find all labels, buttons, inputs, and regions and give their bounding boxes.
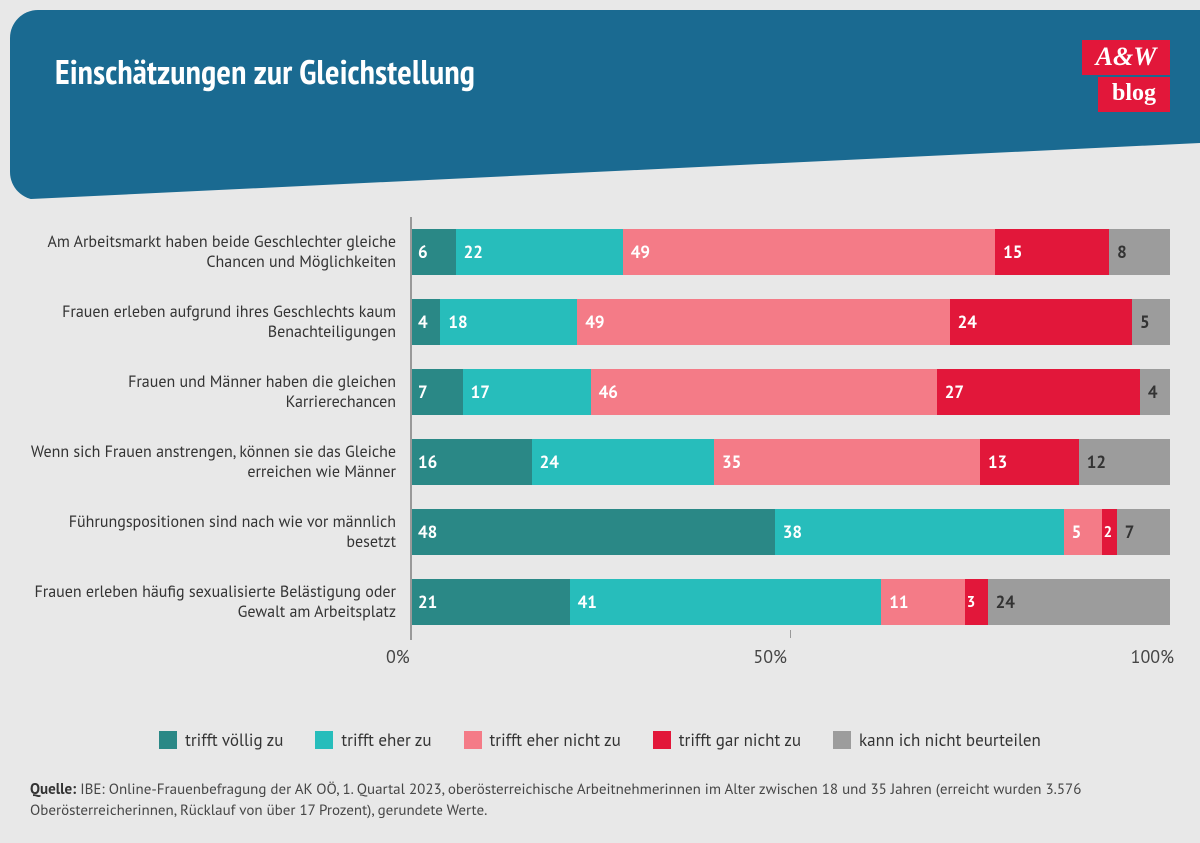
x-tick-50 bbox=[790, 630, 791, 638]
stacked-bar-chart: Am Arbeitsmarkt haben beide Geschlechter… bbox=[30, 225, 1170, 668]
bar-segment-ehernicht: 11 bbox=[881, 579, 965, 625]
legend-swatch bbox=[159, 731, 177, 749]
source-text: IBE: Online-Frauenbefragung der AK OÖ, 1… bbox=[30, 780, 1081, 820]
bar-segment-voellig: 48 bbox=[410, 509, 775, 555]
legend-label: trifft gar nicht zu bbox=[679, 729, 801, 751]
bar-segment-garnicht: 2 bbox=[1102, 509, 1117, 555]
row-label: Frauen und Männer haben die gleichen Kar… bbox=[30, 372, 410, 412]
legend-item-voellig: trifft völlig zu bbox=[159, 729, 283, 751]
row-label: Frauen erleben aufgrund ihres Geschlecht… bbox=[30, 302, 410, 342]
legend-item-eher: trifft eher zu bbox=[315, 729, 431, 751]
legend-label: kann ich nicht beurteilen bbox=[859, 729, 1041, 751]
bar-segment-voellig: 16 bbox=[410, 439, 532, 485]
source-note: Quelle: IBE: Online-Frauenbefragung der … bbox=[30, 779, 1170, 821]
x-axis: 0% 50% 100% bbox=[30, 639, 1170, 668]
bar-segment-ehernicht: 46 bbox=[591, 369, 937, 415]
bar-segment-eher: 24 bbox=[532, 439, 714, 485]
legend-swatch bbox=[833, 731, 851, 749]
legend-label: trifft eher nicht zu bbox=[490, 729, 621, 751]
legend-swatch bbox=[315, 731, 333, 749]
stacked-bar: 4838527 bbox=[410, 509, 1170, 555]
bar-segment-eher: 41 bbox=[570, 579, 882, 625]
row-label: Wenn sich Frauen anstrengen, können sie … bbox=[30, 442, 410, 482]
logo-bottom-text: blog bbox=[1098, 77, 1170, 112]
bar-segment-garnicht: 15 bbox=[995, 229, 1109, 275]
x-tick-label: 0% bbox=[386, 645, 410, 668]
header-background bbox=[10, 10, 1200, 200]
x-tick-label: 100% bbox=[1131, 645, 1174, 668]
bar-segment-voellig: 7 bbox=[410, 369, 463, 415]
chart-row: Frauen und Männer haben die gleichen Kar… bbox=[30, 365, 1170, 419]
stacked-bar: 41849245 bbox=[410, 299, 1170, 345]
chart-row: Frauen erleben häufig sexualisierte Belä… bbox=[30, 575, 1170, 629]
bar-segment-kann: 12 bbox=[1079, 439, 1170, 485]
legend-item-ehernicht: trifft eher nicht zu bbox=[464, 729, 621, 751]
page-title: Einschätzungen zur Gleichstellung bbox=[55, 50, 475, 94]
row-label: Am Arbeitsmarkt haben beide Geschlechter… bbox=[30, 232, 410, 272]
x-tick-label: 50% bbox=[753, 645, 787, 668]
legend-item-kann: kann ich nicht beurteilen bbox=[833, 729, 1041, 751]
legend-label: trifft eher zu bbox=[341, 729, 431, 751]
source-prefix: Quelle: bbox=[30, 780, 76, 799]
logo-top-text: A&W bbox=[1082, 40, 1170, 75]
legend-item-garnicht: trifft gar nicht zu bbox=[653, 729, 801, 751]
bar-segment-kann: 4 bbox=[1140, 369, 1170, 415]
bar-segment-voellig: 6 bbox=[410, 229, 456, 275]
chart-row: Führungspositionen sind nach wie vor män… bbox=[30, 505, 1170, 559]
chart-legend: trifft völlig zu trifft eher zu trifft ehe… bbox=[0, 729, 1200, 751]
bar-segment-eher: 22 bbox=[456, 229, 623, 275]
bar-segment-eher: 17 bbox=[463, 369, 591, 415]
chart-row: Frauen erleben aufgrund ihres Geschlecht… bbox=[30, 295, 1170, 349]
brand-logo: A&W blog bbox=[1088, 40, 1170, 112]
bar-segment-garnicht: 24 bbox=[950, 299, 1132, 345]
bar-segment-eher: 18 bbox=[440, 299, 577, 345]
stacked-bar: 214111324 bbox=[410, 579, 1170, 625]
row-label: Führungspositionen sind nach wie vor män… bbox=[30, 512, 410, 552]
bar-segment-kann: 7 bbox=[1117, 509, 1170, 555]
bar-segment-kann: 24 bbox=[988, 579, 1170, 625]
legend-swatch bbox=[464, 731, 482, 749]
bar-segment-ehernicht: 5 bbox=[1064, 509, 1102, 555]
bar-segment-voellig: 4 bbox=[410, 299, 440, 345]
bar-segment-ehernicht: 49 bbox=[577, 299, 949, 345]
row-label: Frauen erleben häufig sexualisierte Belä… bbox=[30, 582, 410, 622]
bar-segment-kann: 5 bbox=[1132, 299, 1170, 345]
bar-segment-ehernicht: 49 bbox=[623, 229, 995, 275]
bar-segment-garnicht: 3 bbox=[965, 579, 988, 625]
stacked-bar: 1624351312 bbox=[410, 439, 1170, 485]
legend-swatch bbox=[653, 731, 671, 749]
stacked-bar: 71746274 bbox=[410, 369, 1170, 415]
header: Einschätzungen zur Gleichstellung A&W bl… bbox=[10, 10, 1200, 200]
bar-segment-kann: 8 bbox=[1109, 229, 1170, 275]
chart-row: Wenn sich Frauen anstrengen, können sie … bbox=[30, 435, 1170, 489]
bar-segment-ehernicht: 35 bbox=[714, 439, 980, 485]
stacked-bar: 62249158 bbox=[410, 229, 1170, 275]
bar-segment-garnicht: 27 bbox=[937, 369, 1140, 415]
bar-segment-eher: 38 bbox=[775, 509, 1064, 555]
bar-segment-garnicht: 13 bbox=[980, 439, 1079, 485]
bar-segment-voellig: 21 bbox=[410, 579, 570, 625]
legend-label: trifft völlig zu bbox=[185, 729, 283, 751]
y-axis-line bbox=[410, 217, 412, 640]
chart-row: Am Arbeitsmarkt haben beide Geschlechter… bbox=[30, 225, 1170, 279]
